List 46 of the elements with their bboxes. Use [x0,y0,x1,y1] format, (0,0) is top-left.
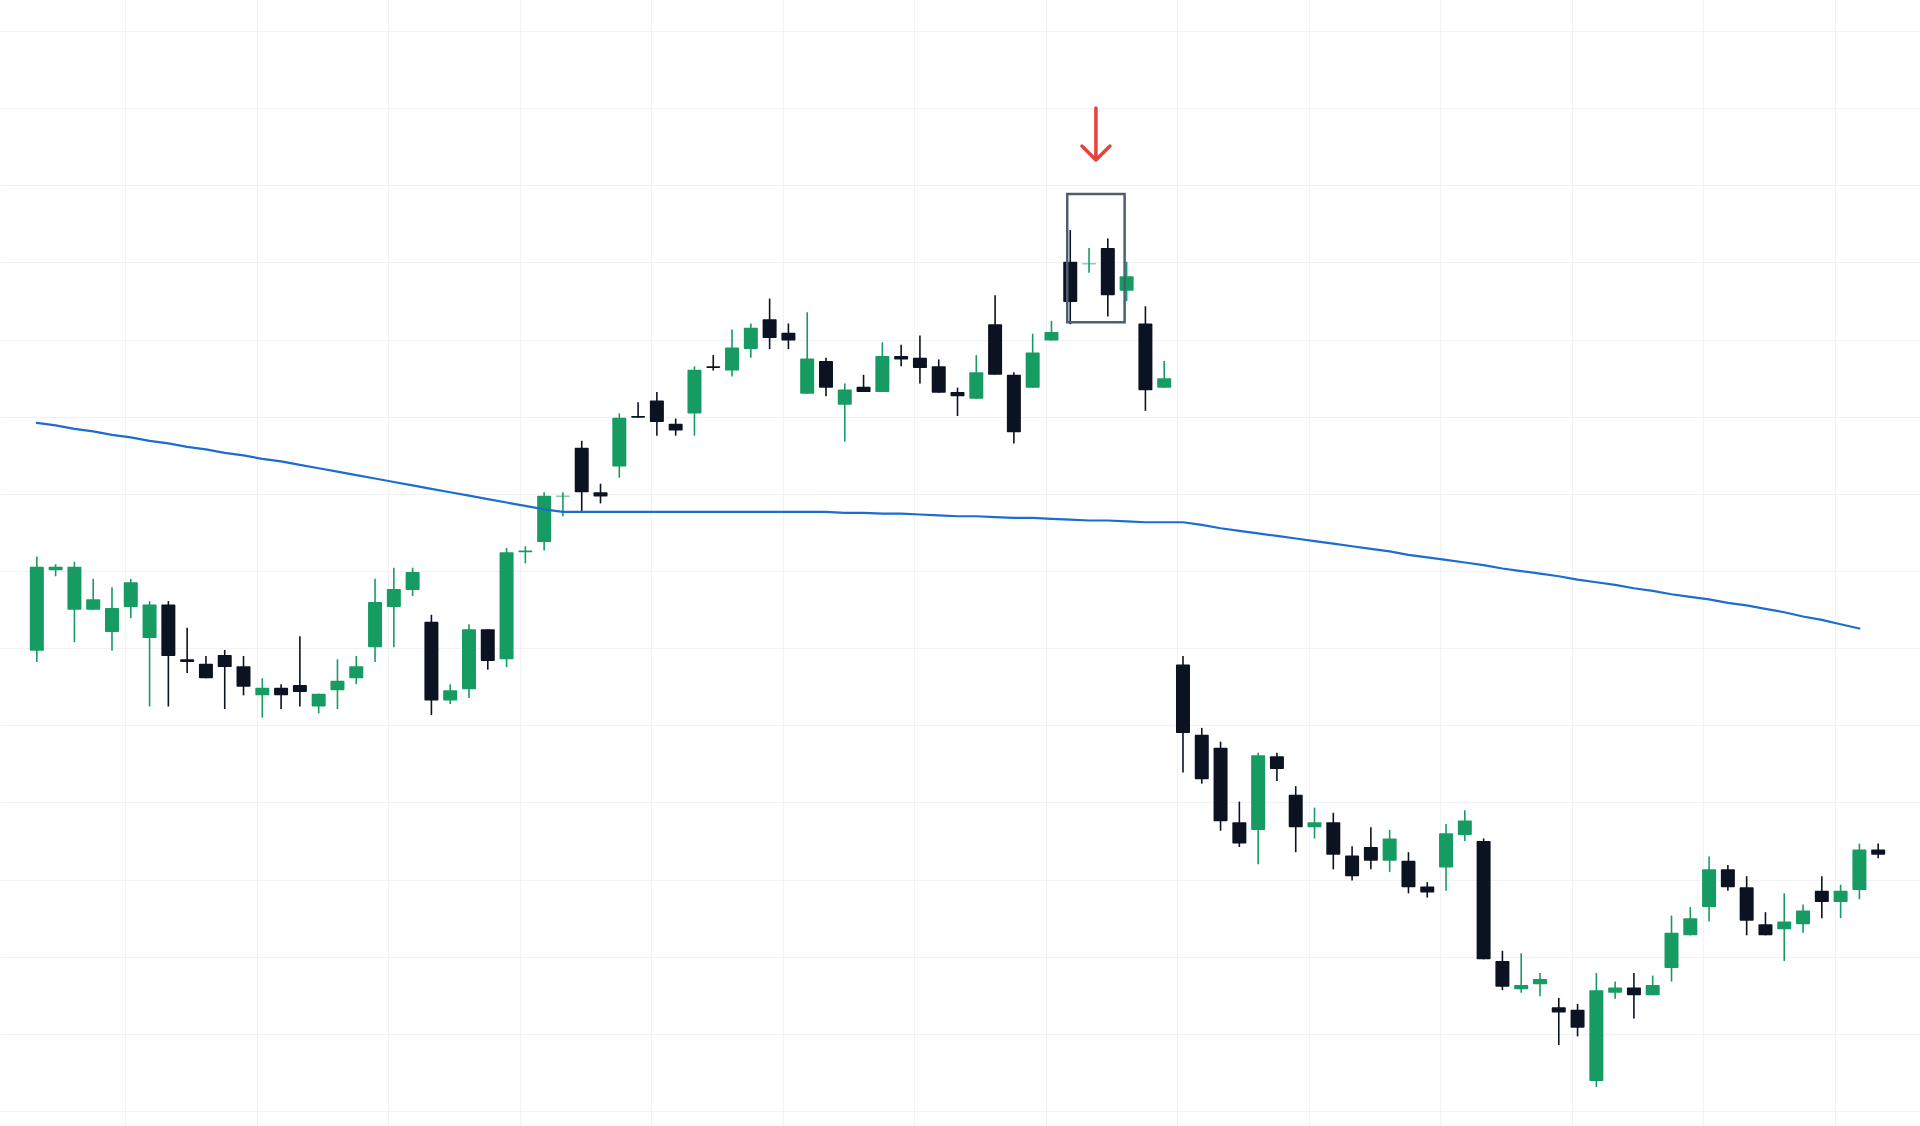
candlestick [330,658,345,710]
candlestick [1551,997,1566,1046]
candlestick [706,354,721,372]
candlestick [1269,751,1284,782]
candlestick [631,401,646,419]
candlestick [1345,845,1360,882]
candlestick [349,655,364,686]
candlestick [274,683,289,710]
candlestick [912,334,927,385]
candlestick [593,482,608,505]
candlestick [180,626,195,674]
candlestick [1683,906,1698,937]
candlestick [405,566,420,597]
candlestick [1570,1003,1585,1038]
candlestick [255,677,270,719]
candlestick [1626,972,1641,1020]
candlestick [781,322,796,350]
candlestick [1382,829,1397,873]
candlestick [762,297,777,350]
candlestick [86,578,101,611]
candlestick [1532,972,1547,997]
candlestick [1307,806,1322,840]
candlestick [1796,903,1811,934]
candlestick [1363,826,1378,871]
candlestick [1044,320,1059,342]
candlestick [1814,875,1829,919]
candlestick [725,328,740,378]
candlestick [386,566,401,649]
candlestick [1720,864,1735,892]
candlestick [1457,809,1472,842]
candlestick [1777,892,1792,962]
candlestick [1833,883,1848,919]
candlestick [555,491,570,518]
candlestick [443,683,458,705]
candlestick [104,586,119,652]
candlestick [950,386,965,417]
candlestick [1157,360,1172,389]
candlestick [236,655,251,697]
candlestick [837,382,852,443]
candlestick [1082,247,1097,274]
candlestick [292,635,307,708]
candlestick [1232,800,1247,848]
candlestick [1514,952,1529,994]
candlestick [743,322,758,359]
candlestick [649,391,664,437]
candlestick [217,649,232,710]
